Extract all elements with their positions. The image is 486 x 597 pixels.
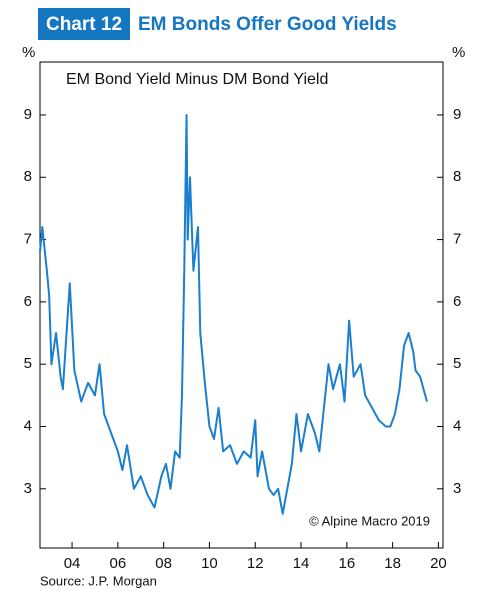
x-tick-label: 12: [247, 555, 264, 572]
x-tick-label: 16: [338, 555, 355, 572]
y-tick-label: 3: [24, 480, 32, 497]
x-tick-label: 14: [293, 555, 310, 572]
annotation: © Alpine Macro 2019: [309, 513, 430, 528]
data-line: [39, 113, 428, 515]
chart-label: Chart 12: [46, 14, 122, 35]
plot-frame: [39, 61, 444, 549]
y-tick-label: 6: [24, 293, 32, 310]
x-tick-label: 04: [64, 555, 81, 572]
chart-label-box: [38, 8, 130, 40]
y-unit-left: %: [22, 44, 35, 61]
y-tick-label: 9: [24, 106, 32, 123]
x-tick-label: 18: [384, 555, 401, 572]
y2-tick-label: 5: [453, 355, 461, 372]
x-tick-label: 10: [201, 555, 218, 572]
y-tick-label: 8: [24, 168, 32, 185]
y2-tick-label: 4: [453, 417, 461, 434]
y2-tick-label: 9: [453, 106, 461, 123]
y-tick-label: 5: [24, 355, 32, 372]
y2-tick-label: 8: [453, 168, 461, 185]
chart-subtitle: EM Bond Yield Minus DM Bond Yield: [66, 71, 328, 88]
x-tick-label: 20: [430, 555, 447, 572]
y-tick-label: 7: [24, 231, 32, 248]
y2-tick-label: 6: [453, 293, 461, 310]
chart-title: EM Bonds Offer Good Yields: [138, 14, 397, 35]
y-tick-label: 4: [24, 417, 32, 434]
y2-tick-label: 7: [453, 231, 461, 248]
x-tick-label: 08: [155, 555, 172, 572]
x-tick-label: 06: [110, 555, 127, 572]
source: Source: J.P. Morgan: [40, 573, 157, 588]
y-unit-right: %: [452, 44, 465, 61]
y2-tick-label: 3: [453, 480, 461, 497]
